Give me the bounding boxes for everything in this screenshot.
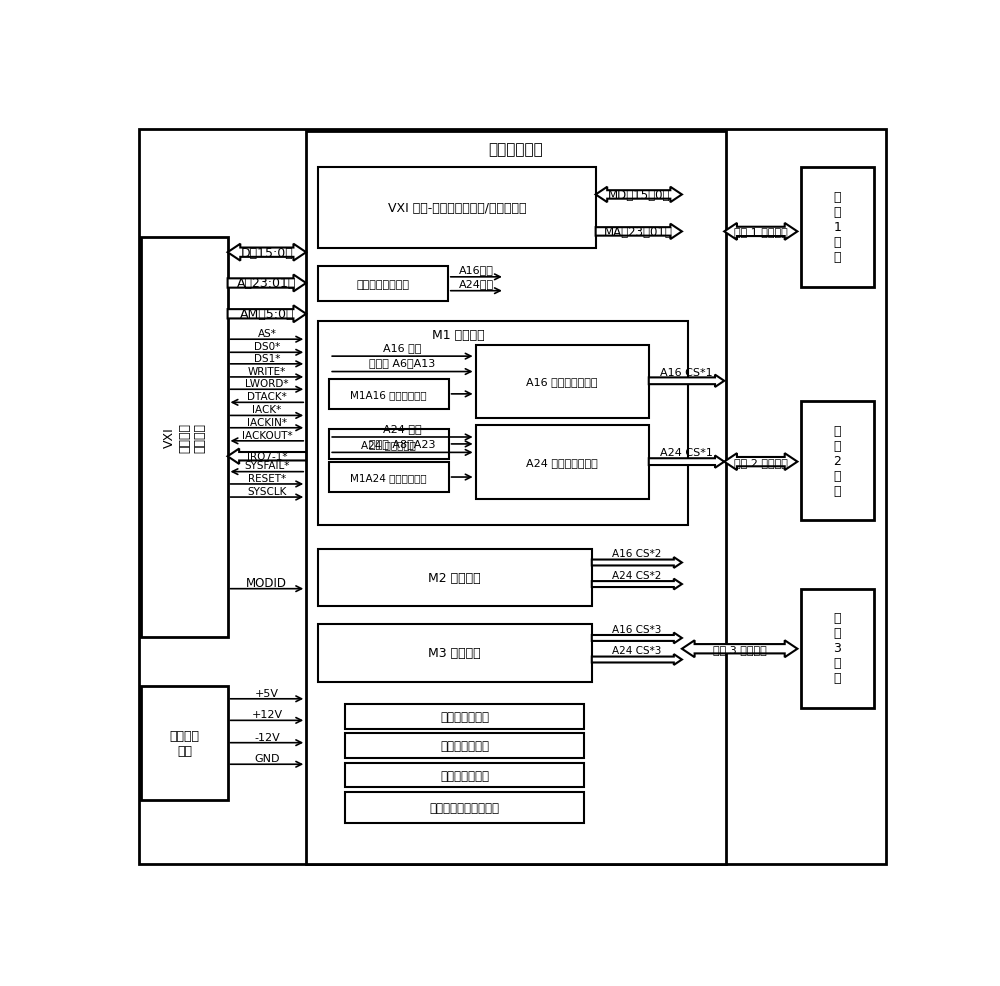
Text: LWORD*: LWORD* [245, 379, 289, 388]
Text: DS0*: DS0* [254, 342, 280, 352]
Bar [801, 169, 874, 288]
Text: 地址修正线译码器: 地址修正线译码器 [357, 279, 410, 290]
Text: MODID: MODID [246, 577, 287, 590]
Text: A24 CS*3: A24 CS*3 [612, 646, 661, 656]
Text: A16 逻辑地址比较器: A16 逻辑地址比较器 [526, 377, 598, 387]
Text: 模
块
3
插
座: 模 块 3 插 座 [834, 612, 841, 684]
Text: D（15:0）: D（15:0） [240, 246, 293, 259]
Text: M1A24 空间换码开关: M1A24 空间换码开关 [350, 472, 427, 482]
Text: M1A16 逻辑地址开关: M1A16 逻辑地址开关 [350, 389, 427, 399]
Text: DTACK*: DTACK* [247, 391, 287, 401]
Polygon shape [228, 449, 306, 464]
Bar [329, 463, 449, 492]
Polygon shape [228, 275, 306, 292]
Bar [476, 426, 649, 499]
Bar [141, 238, 228, 638]
Text: VXI
总线信号
缓冲电路: VXI 总线信号 缓冲电路 [163, 423, 206, 453]
Text: 信号转换电路: 信号转换电路 [488, 142, 543, 157]
Polygon shape [228, 245, 306, 261]
Polygon shape [228, 306, 306, 323]
Text: 数据应答信号产生电路: 数据应答信号产生电路 [430, 801, 500, 814]
Text: M1 选通电路: M1 选通电路 [432, 328, 485, 342]
Text: VXI 总线-搭载模块数据线/地址线转换: VXI 总线-搭载模块数据线/地址线转换 [388, 202, 526, 215]
Text: IACKIN*: IACKIN* [247, 417, 287, 427]
Text: 模
块
1
插
座: 模 块 1 插 座 [834, 191, 841, 264]
Text: A16操作: A16操作 [459, 265, 494, 275]
Text: A16 CS*3: A16 CS*3 [612, 624, 661, 634]
Text: 模块 2 接口信号: 模块 2 接口信号 [734, 458, 787, 467]
Polygon shape [724, 454, 797, 470]
Polygon shape [592, 655, 682, 666]
Text: AS*: AS* [257, 328, 276, 339]
Text: A24 CS*2: A24 CS*2 [612, 570, 661, 580]
Polygon shape [682, 641, 797, 658]
Bar [318, 624, 592, 682]
Text: RESET*: RESET* [248, 473, 286, 483]
Text: WRITE*: WRITE* [248, 367, 286, 377]
Bar [329, 430, 449, 459]
Polygon shape [596, 225, 682, 240]
Text: MA（23～01）: MA（23～01） [604, 226, 673, 239]
Text: 模块 1 接口信号: 模块 1 接口信号 [734, 227, 787, 238]
Polygon shape [724, 224, 797, 241]
Text: A24 CS*1: A24 CS*1 [660, 448, 713, 458]
Text: 中断源识别电路: 中断源识别电路 [440, 769, 489, 782]
Text: -12V: -12V [254, 732, 280, 741]
Bar [318, 321, 688, 526]
Bar [801, 401, 874, 521]
Bar [345, 704, 584, 729]
Text: A16 CS*1: A16 CS*1 [660, 367, 713, 378]
Text: A24 操作: A24 操作 [383, 423, 422, 433]
Text: +5V: +5V [255, 688, 279, 698]
Bar [345, 734, 584, 758]
Text: IACKOUT*: IACKOUT* [242, 430, 292, 440]
Text: SYSCLK: SYSCLK [247, 486, 287, 496]
Text: A（23:01）: A（23:01） [237, 277, 297, 290]
Polygon shape [649, 376, 724, 387]
Bar [329, 380, 449, 409]
Text: +12V: +12V [251, 710, 282, 720]
Text: IRQ7-1*: IRQ7-1* [247, 452, 287, 461]
Text: A16 操作: A16 操作 [383, 342, 422, 353]
Text: A24 逻辑地址译码器: A24 逻辑地址译码器 [526, 458, 598, 467]
Text: M2 选通电路: M2 选通电路 [428, 571, 481, 584]
Text: 中断响应链电路: 中断响应链电路 [440, 740, 489, 752]
Text: SYSFAIL*: SYSFAIL* [244, 461, 290, 471]
Text: GND: GND [254, 753, 280, 763]
Text: MD（15～0）: MD（15～0） [608, 188, 670, 202]
Text: AM（5:0）: AM（5:0） [240, 308, 294, 321]
Bar [141, 686, 228, 800]
Bar [318, 267, 448, 302]
Text: IACK*: IACK* [252, 405, 281, 415]
Bar [318, 169, 596, 249]
Polygon shape [596, 187, 682, 203]
Text: 地址线 A8～A23: 地址线 A8～A23 [369, 439, 436, 449]
Text: 模
块
2
插
座: 模 块 2 插 座 [834, 424, 841, 497]
Bar [801, 589, 874, 708]
Text: DS1*: DS1* [254, 353, 280, 363]
Text: 中断请求链电路: 中断请求链电路 [440, 710, 489, 724]
Polygon shape [592, 579, 682, 590]
Text: 模块 3 接口信号: 模块 3 接口信号 [713, 644, 767, 654]
Bar [306, 132, 726, 865]
Polygon shape [592, 633, 682, 644]
Text: 地址线 A6～A13: 地址线 A6～A13 [369, 358, 436, 368]
Polygon shape [592, 557, 682, 568]
Text: A16 CS*2: A16 CS*2 [612, 548, 661, 559]
Text: A24操作: A24操作 [459, 279, 494, 289]
Text: M3 选通电路: M3 选通电路 [428, 647, 481, 660]
Bar [345, 763, 584, 788]
Bar [345, 792, 584, 823]
Text: A24 基址寄存器: A24 基址寄存器 [361, 440, 416, 450]
Polygon shape [649, 456, 724, 468]
Text: 电源滤波
电路: 电源滤波 电路 [169, 729, 199, 757]
Bar [318, 549, 592, 606]
Bar [476, 345, 649, 418]
